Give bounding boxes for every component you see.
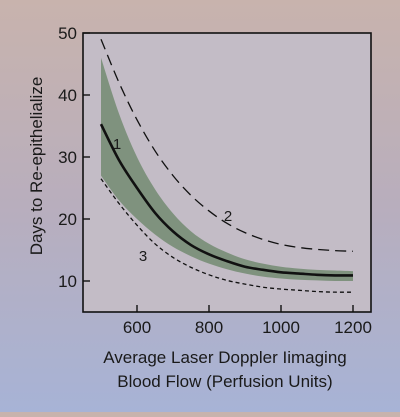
x-tick-label: 1000 xyxy=(262,318,300,337)
y-tick-label: 40 xyxy=(58,86,77,105)
x-axis-title-line-1: Average Laser Doppler Iimaging xyxy=(103,348,347,367)
series-curve-3 xyxy=(100,178,354,293)
y-tick-label: 50 xyxy=(58,24,77,43)
x-tick-label: 600 xyxy=(123,318,151,337)
x-tick-label: 800 xyxy=(195,318,223,337)
series-curve-1 xyxy=(99,123,354,277)
y-tick-label: 30 xyxy=(58,148,77,167)
x-tick-label: 1200 xyxy=(334,318,372,337)
series-label-2: 2 xyxy=(224,208,232,225)
y-tick-label: 20 xyxy=(58,210,77,229)
x-axis-title-line-2: Blood Flow (Perfusion Units) xyxy=(117,372,332,391)
confidence-band xyxy=(101,57,353,282)
y-tick-label: 10 xyxy=(58,272,77,291)
plot-frame xyxy=(82,32,372,313)
plot-layer: 1 2 3 xyxy=(83,33,371,312)
y-axis-title: Days to Re-epithelialize xyxy=(27,77,46,256)
series-label-1: 1 xyxy=(113,136,121,153)
series-label-3: 3 xyxy=(139,248,147,265)
axis-layer: 10 20 30 40 50 600 800 1000 1200 xyxy=(58,24,372,337)
series-curve-2 xyxy=(100,38,354,252)
